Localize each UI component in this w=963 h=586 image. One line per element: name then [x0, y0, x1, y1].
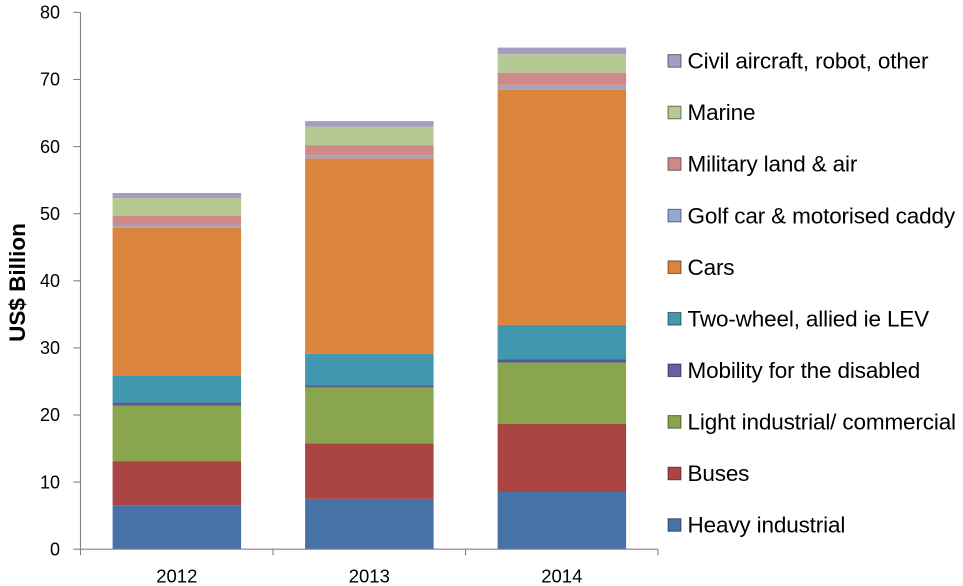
- svg-text:60: 60: [40, 137, 60, 157]
- svg-text:Mobility for the disabled: Mobility for the disabled: [688, 358, 921, 383]
- svg-text:Marine: Marine: [688, 100, 756, 125]
- svg-text:Heavy industrial: Heavy industrial: [688, 513, 846, 538]
- svg-text:80: 80: [40, 3, 60, 23]
- svg-text:0: 0: [50, 539, 60, 559]
- svg-text:2014: 2014: [541, 565, 582, 586]
- svg-text:2012: 2012: [156, 565, 197, 586]
- svg-text:Golf car & motorised caddy: Golf car & motorised caddy: [688, 203, 956, 228]
- svg-text:30: 30: [40, 338, 60, 358]
- svg-text:US$ Billion: US$ Billion: [5, 223, 30, 342]
- svg-text:Buses: Buses: [688, 461, 750, 486]
- svg-text:20: 20: [40, 405, 60, 425]
- svg-text:2013: 2013: [349, 565, 390, 586]
- svg-text:50: 50: [40, 204, 60, 224]
- svg-text:Military land & air: Military land & air: [688, 152, 858, 177]
- svg-text:Two-wheel, allied ie LEV: Two-wheel, allied ie LEV: [688, 307, 930, 332]
- svg-text:10: 10: [40, 472, 60, 492]
- svg-text:70: 70: [40, 70, 60, 90]
- svg-text:Light industrial/ commercial: Light industrial/ commercial: [688, 410, 956, 435]
- svg-text:Civil aircraft, robot, other: Civil aircraft, robot, other: [688, 49, 930, 74]
- svg-text:40: 40: [40, 271, 60, 291]
- svg-text:Cars: Cars: [688, 255, 735, 280]
